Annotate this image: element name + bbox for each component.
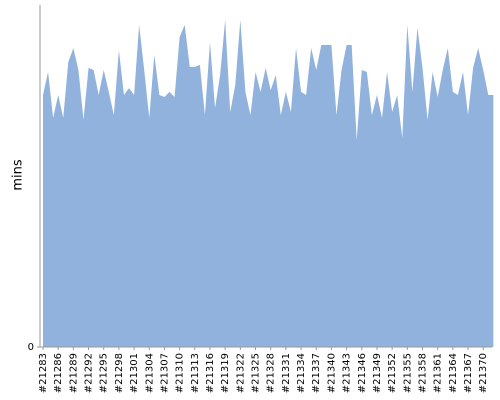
y-axis-label: mins (11, 159, 26, 191)
x-tick-label: #21283 (38, 353, 49, 393)
x-tick-label: #21307 (159, 353, 170, 393)
x-tick-label: #21289 (68, 353, 79, 393)
x-tick-label: #21322 (235, 353, 246, 393)
x-tick-label: #21328 (266, 353, 277, 393)
x-tick-label: #21340 (326, 353, 337, 393)
x-tick-label: #21358 (418, 353, 429, 393)
x-tick-label: #21364 (448, 353, 459, 393)
x-tick-label: #21352 (387, 353, 398, 393)
x-tick-label: #21337 (311, 353, 322, 393)
x-tick-label: #21310 (175, 353, 186, 393)
x-tick-label: #21349 (372, 353, 383, 393)
x-tick-label: #21367 (463, 353, 474, 393)
x-tick-label: #21316 (205, 353, 216, 393)
x-tick-label: #21286 (53, 353, 64, 393)
x-tick-label: #21361 (433, 353, 444, 393)
x-tick-label: #21331 (281, 353, 292, 393)
x-tick-label: #21313 (190, 353, 201, 393)
x-tick-label: #21298 (114, 353, 125, 393)
x-tick-label: #21301 (129, 353, 140, 393)
x-tick-label: #21292 (84, 353, 95, 393)
x-tick-label: #21346 (357, 353, 368, 393)
x-tick-label: #21355 (402, 353, 413, 393)
x-tick-label: #21343 (342, 353, 353, 393)
x-tick-label: #21304 (144, 353, 155, 393)
x-tick-label: #21334 (296, 353, 307, 393)
area (43, 20, 494, 348)
x-tick-label: #21295 (99, 353, 110, 393)
x-tick-label: #21319 (220, 353, 231, 393)
x-tick-label: #21370 (478, 353, 489, 393)
x-tick-label: #21325 (251, 353, 262, 393)
y-tick-label: 0 (28, 342, 34, 353)
